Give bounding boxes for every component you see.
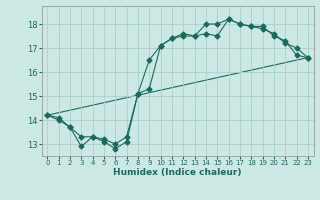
X-axis label: Humidex (Indice chaleur): Humidex (Indice chaleur)	[113, 168, 242, 177]
